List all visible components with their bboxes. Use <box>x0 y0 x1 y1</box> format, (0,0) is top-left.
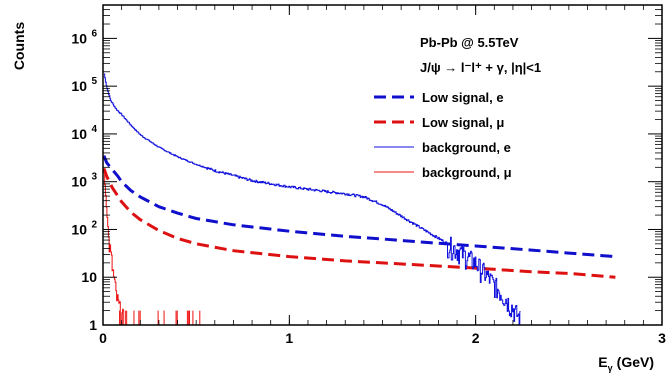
annotation-decay: J/ψ → l⁻l⁺ + γ, |η|<1 <box>420 60 541 75</box>
series-line-1 <box>103 167 616 279</box>
y-tick-label: 10 <box>71 221 87 237</box>
legend-label-3: background, μ <box>422 165 512 180</box>
series-3 <box>103 172 201 325</box>
x-axis-label-main: E <box>598 354 607 370</box>
series-2 <box>103 73 521 325</box>
plot-frame <box>102 4 663 326</box>
y-tick-label: 10 <box>71 78 87 94</box>
legend: Low signal, e Low signal, μ background, e b… <box>374 90 512 180</box>
x-axis-label: Eγ (GeV) <box>598 354 654 373</box>
legend-label-2: background, e <box>422 140 511 155</box>
y-tick-exponent: 6 <box>91 28 97 39</box>
legend-label-1: Low signal, μ <box>422 115 504 130</box>
y-tick-exponent: 5 <box>91 76 97 87</box>
y-tick-exponent: 2 <box>91 219 97 230</box>
x-tick-label: 1 <box>285 330 293 346</box>
legend-label-0: Low signal, e <box>422 90 504 105</box>
x-axis-label-unit: (GeV) <box>617 354 654 370</box>
series-line-2 <box>103 73 521 325</box>
y-tick-label: 10 <box>81 269 97 285</box>
series-1 <box>103 167 616 279</box>
y-axis-label: Counts <box>11 22 27 70</box>
x-tick-label: 0 <box>99 330 107 346</box>
y-tick-label: 10 <box>71 30 87 46</box>
y-tick-label: 10 <box>71 174 87 190</box>
y-tick-exponent: 3 <box>91 172 97 183</box>
series-0 <box>103 155 616 259</box>
series-layer <box>103 73 616 325</box>
annotation-collision: Pb-Pb @ 5.5TeV <box>420 35 519 50</box>
x-tick-label: 3 <box>658 330 666 346</box>
y-tick-label: 1 <box>89 317 97 333</box>
y-tick-exponent: 4 <box>91 124 97 135</box>
series-line-0 <box>103 155 616 259</box>
x-tick-label: 2 <box>472 330 480 346</box>
y-tick-label: 10 <box>71 126 87 142</box>
x-axis-label-subscript: γ <box>608 363 613 373</box>
